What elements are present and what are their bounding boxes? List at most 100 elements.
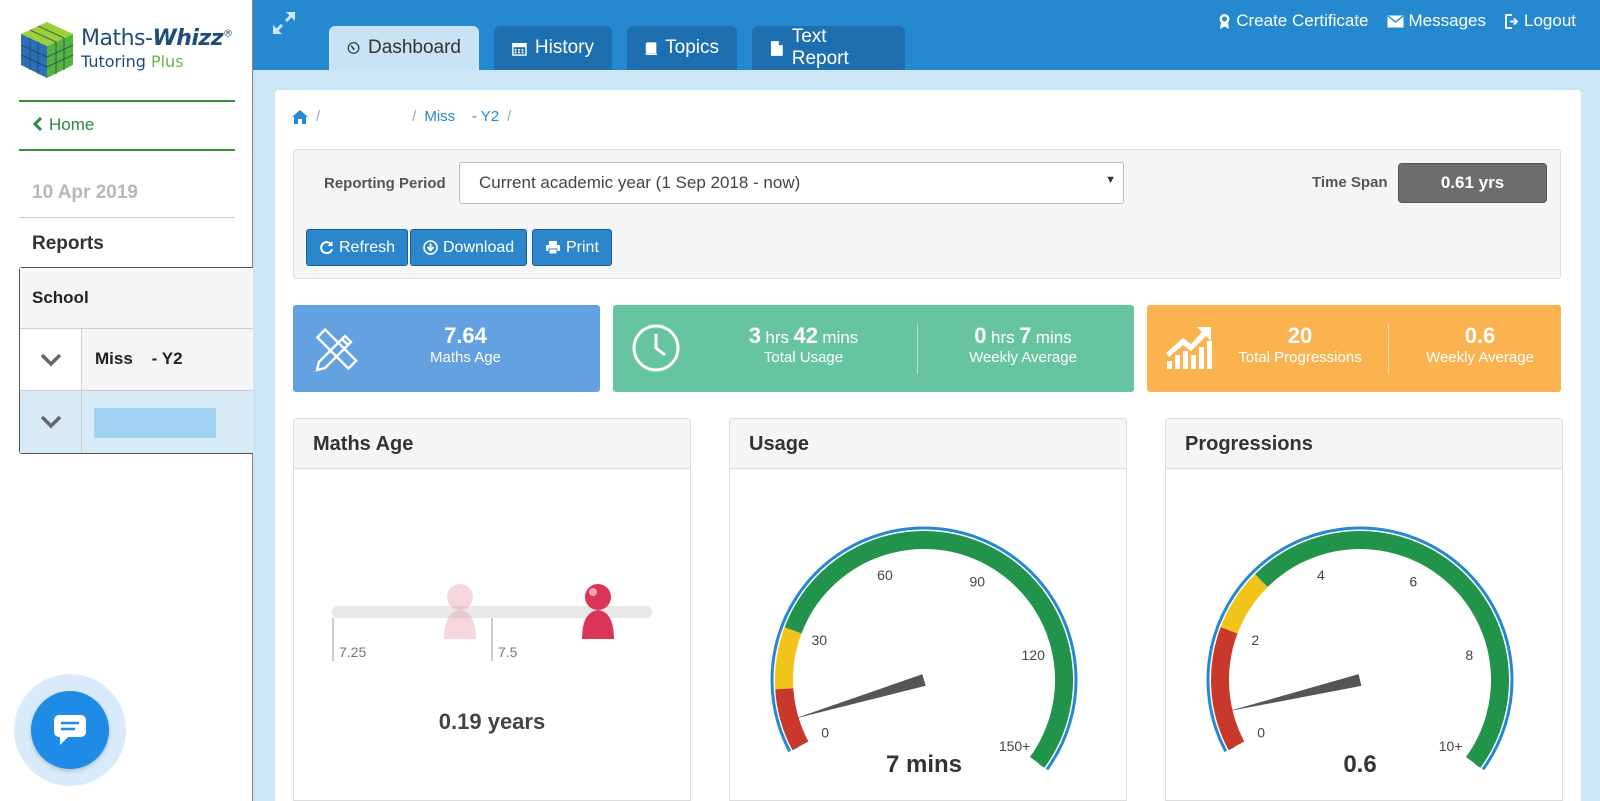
- weekly-progressions-label: Weekly Average: [1426, 349, 1534, 366]
- tree-item-pupil[interactable]: [20, 391, 254, 453]
- gauge-tick-label: 8: [1465, 647, 1473, 663]
- divider: [19, 217, 235, 218]
- gauge-tick-label: 60: [877, 567, 893, 583]
- time-span-label: Time Span: [1312, 174, 1388, 191]
- growth-chart-icon: [1166, 327, 1212, 369]
- download-icon: [423, 240, 438, 255]
- home-icon[interactable]: [292, 109, 308, 124]
- tree-item-label: Miss - Y2: [82, 329, 254, 390]
- filter-panel: Reporting Period Current academic year (…: [293, 149, 1561, 279]
- card-title: Maths Age: [294, 419, 690, 469]
- chat-icon: [54, 715, 86, 745]
- report-tree: School Miss - Y2: [19, 267, 254, 454]
- top-navbar: Dashboard History Topics Text Report Cre…: [253, 0, 1600, 70]
- divider: [19, 149, 235, 151]
- top-links: Create Certificate Messages Logout: [1218, 11, 1576, 31]
- home-link[interactable]: Home: [32, 115, 94, 135]
- sidebar: Maths-Whizz® Tutoring Plus Home 10 Apr 2…: [0, 0, 254, 801]
- dashboard-icon: [347, 42, 360, 54]
- expand-toggle[interactable]: [20, 391, 82, 453]
- maths-age-slider: 7.25 7.5 0.19 years: [332, 584, 652, 734]
- divider: [19, 100, 235, 102]
- gauge-tick-label: 90: [969, 573, 985, 589]
- total-usage-label: Total Usage: [763, 349, 844, 366]
- download-button[interactable]: Download: [410, 229, 528, 266]
- calendar-icon: [512, 42, 527, 56]
- tab-text-report[interactable]: Text Report: [752, 26, 905, 70]
- maths-whizz-logo[interactable]: Maths-Whizz® Tutoring Plus: [18, 20, 248, 84]
- refresh-button[interactable]: Refresh: [306, 229, 409, 266]
- chat-widget[interactable]: [14, 674, 126, 786]
- logout-icon: [1505, 13, 1519, 29]
- card-title: Usage: [730, 419, 1126, 469]
- breadcrumb-class[interactable]: Miss - Y2: [424, 108, 500, 125]
- redacted-name: [94, 408, 216, 438]
- gauge-rim: [1206, 526, 1514, 771]
- reporting-period-label: Reporting Period: [324, 175, 446, 192]
- tree-item-label: [82, 391, 254, 453]
- gauge-band: [775, 688, 809, 750]
- gauge-band: [775, 627, 802, 690]
- current-date: 10 Apr 2019: [32, 182, 138, 203]
- start-marker-icon: [444, 584, 476, 639]
- total-progressions-value: 20: [1287, 323, 1313, 348]
- ruler-pencil-icon: [315, 327, 358, 372]
- gauge-band: [1220, 574, 1268, 634]
- logo-cube-icon: [20, 22, 74, 78]
- card-usage: Usage 0 30 60 90 120 150+ 7 mins: [729, 418, 1127, 801]
- gauge-caption: 0.6: [1343, 751, 1376, 778]
- reports-title: Reports: [32, 233, 104, 254]
- chevron-down-icon: [40, 415, 61, 429]
- reporting-period-select[interactable]: Current academic year (1 Sep 2018 - now)…: [459, 162, 1124, 204]
- tree-item-school[interactable]: School: [20, 268, 254, 329]
- breadcrumb: / / Miss - Y2 /: [292, 108, 519, 125]
- clock-icon: [632, 324, 680, 372]
- gauge-tick-label: 10+: [1439, 738, 1463, 754]
- tree-item-class[interactable]: Miss - Y2: [20, 329, 254, 391]
- tab-history[interactable]: History: [494, 26, 612, 70]
- chevron-down-icon: [40, 353, 61, 366]
- chevron-left-icon: [32, 116, 43, 132]
- tab-topics[interactable]: Topics: [627, 26, 737, 70]
- stat-maths-age: 7.64 Maths Age: [293, 305, 600, 392]
- time-span-value: 0.61 yrs: [1398, 163, 1547, 203]
- messages-link[interactable]: Messages: [1387, 11, 1486, 31]
- refresh-icon: [320, 241, 333, 255]
- gauge-tick-label: 30: [812, 632, 828, 648]
- weekly-usage-label: Weekly Average: [969, 349, 1077, 366]
- gauge-needle: [1227, 674, 1362, 712]
- gauge-rim: [770, 526, 1078, 771]
- total-usage-value: 3 hrs 42 mins: [748, 323, 859, 348]
- maths-age-value: 7.64: [444, 323, 487, 348]
- gauge-tick-label: 120: [1022, 647, 1046, 663]
- progressions-gauge: 0 2 4 6 8 10+ 0.6: [1206, 526, 1514, 778]
- logo-subtitle: Tutoring Plus: [81, 52, 184, 71]
- print-button[interactable]: Print: [532, 229, 612, 266]
- caret-down-icon: ▼: [1105, 174, 1116, 186]
- logo-brand: Maths-Whizz®: [81, 26, 233, 51]
- maths-age-label: Maths Age: [430, 349, 501, 366]
- tab-dashboard[interactable]: Dashboard: [329, 26, 479, 70]
- weekly-progressions-value: 0.6: [1464, 323, 1496, 348]
- expand-toggle[interactable]: [20, 329, 82, 390]
- gauge-tick-label: 0: [821, 725, 829, 741]
- gauge-tick-label: 6: [1409, 573, 1417, 589]
- file-icon: [770, 40, 783, 56]
- card-maths-age: Maths Age 7.25 7.5 0.19 years: [293, 418, 691, 801]
- gauge-tick-label: 150+: [999, 738, 1031, 754]
- gauge-band: [1211, 627, 1245, 750]
- gauge-tick-label: 4: [1317, 567, 1325, 583]
- envelope-icon: [1387, 14, 1404, 27]
- tick-label: 7.5: [498, 644, 518, 660]
- card-progressions: Progressions 0 2 4 6 8 10+ 0.6: [1165, 418, 1563, 801]
- gauge-band: [1255, 531, 1509, 768]
- current-marker-icon: [582, 584, 614, 639]
- gauge-caption: 7 mins: [886, 751, 962, 778]
- logout-link[interactable]: Logout: [1504, 11, 1576, 31]
- certificate-icon: [1219, 13, 1230, 29]
- expand-icon[interactable]: [271, 10, 297, 36]
- create-certificate-link[interactable]: Create Certificate: [1218, 11, 1369, 31]
- gauge-needle: [793, 674, 926, 719]
- gauge-tick-label: 0: [1257, 725, 1265, 741]
- gauge-tick-label: 2: [1251, 632, 1259, 648]
